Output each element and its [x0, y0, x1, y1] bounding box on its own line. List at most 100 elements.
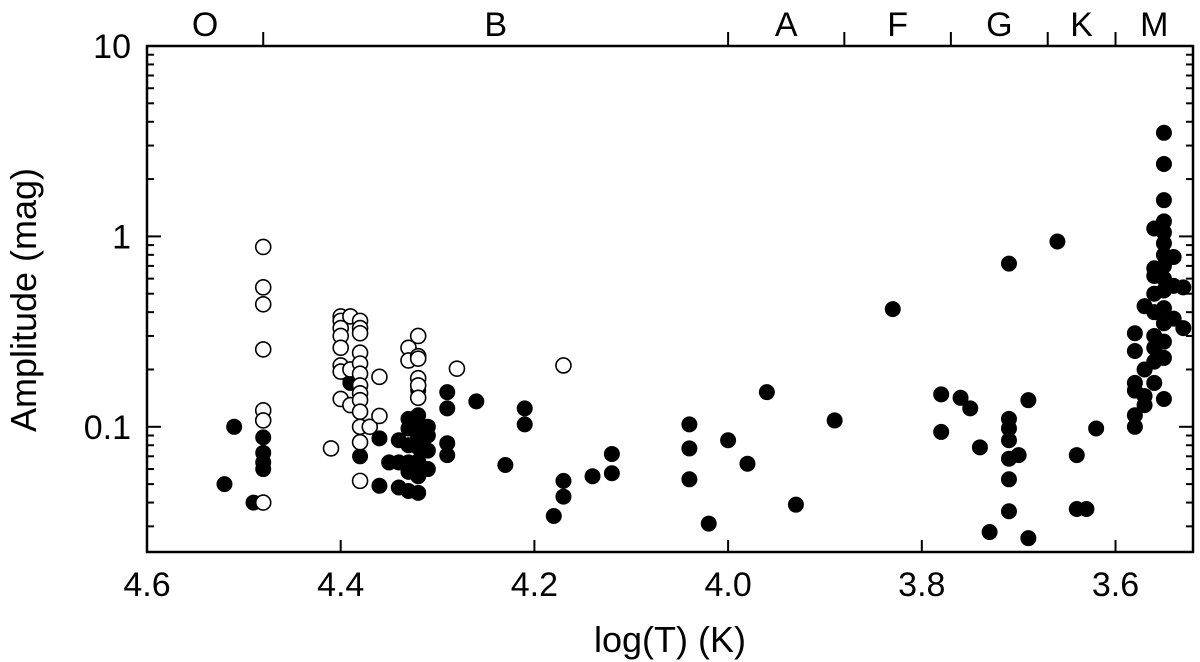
filled-data-point: [1175, 279, 1192, 296]
filled-data-point: [681, 440, 698, 457]
filled-data-point: [681, 471, 698, 488]
filled-data-point: [216, 476, 233, 493]
y-tick-label: 10: [93, 28, 131, 66]
filled-data-point: [1049, 233, 1066, 250]
filled-data-point: [1155, 333, 1172, 350]
filled-data-point: [255, 429, 272, 446]
open-data-point: [371, 407, 388, 425]
open-data-point: [254, 279, 272, 296]
filled-data-point: [255, 461, 272, 478]
filled-data-point: [516, 400, 533, 417]
x-axis-title: log(T) (K): [594, 619, 746, 660]
filled-data-point: [371, 430, 388, 447]
filled-data-point: [787, 496, 804, 513]
open-data-point: [351, 324, 369, 342]
filled-data-point: [555, 488, 572, 505]
filled-data-point: [700, 515, 717, 532]
spectral-class-label: M: [1140, 6, 1168, 44]
open-data-point: [351, 472, 369, 490]
filled-data-point: [410, 484, 427, 501]
filled-data-point: [497, 457, 514, 474]
filled-data-point: [971, 439, 988, 456]
filled-data-point: [419, 427, 436, 444]
open-data-point: [254, 238, 272, 256]
spectral-class-label: K: [1070, 6, 1093, 44]
spectral-class-label: F: [887, 6, 908, 44]
filled-data-point: [1000, 503, 1017, 520]
open-data-point: [351, 433, 369, 451]
filled-data-point: [1126, 418, 1143, 435]
filled-data-point: [933, 386, 950, 403]
open-data-point: [371, 368, 388, 386]
filled-data-point: [1175, 320, 1192, 337]
filled-data-point: [739, 455, 756, 472]
filled-data-point: [1165, 310, 1182, 327]
open-data-point: [409, 327, 427, 345]
filled-data-point: [1155, 192, 1172, 209]
filled-data-point: [419, 442, 436, 459]
filled-data-point: [603, 465, 620, 482]
filled-data-point: [584, 468, 601, 485]
plot-frame: [145, 44, 1195, 554]
x-tick-label: 4.0: [704, 566, 751, 604]
filled-data-point: [1000, 255, 1017, 272]
filled-data-point: [933, 423, 950, 440]
open-data-point: [361, 418, 379, 436]
filled-data-point: [1000, 471, 1017, 488]
x-tick-label: 4.4: [317, 566, 364, 604]
x-tick-label: 3.6: [1092, 566, 1139, 604]
filled-data-point: [371, 477, 388, 494]
spectral-class-label: O: [192, 6, 218, 44]
data-points: [216, 124, 1192, 547]
filled-data-point: [439, 384, 456, 401]
open-data-point: [448, 360, 466, 377]
open-data-point: [555, 357, 572, 374]
spectral-class-label: A: [775, 6, 798, 44]
open-data-point: [254, 295, 272, 313]
filled-data-point: [1126, 343, 1143, 360]
filled-data-point: [419, 461, 436, 478]
open-data-point: [254, 341, 272, 358]
filled-data-point: [720, 432, 737, 449]
open-data-point: [409, 389, 427, 407]
filled-data-point: [1010, 447, 1027, 464]
filled-data-point: [1020, 530, 1037, 547]
filled-data-point: [962, 400, 979, 417]
filled-data-point: [1155, 390, 1172, 407]
filled-data-point: [826, 412, 843, 429]
open-data-point: [332, 339, 350, 357]
x-tick-label: 3.8: [898, 566, 945, 604]
filled-data-point: [439, 447, 456, 464]
y-axis: 10 1 0.1: [84, 28, 1193, 528]
filled-data-point: [1155, 124, 1172, 141]
filled-data-point: [545, 508, 562, 525]
x-axis: 4.6 4.4 4.2 4.0 3.8 3.6: [123, 540, 1139, 604]
spectral-class-label: B: [484, 6, 507, 44]
x-tick-label: 4.6: [123, 566, 170, 604]
filled-data-point: [1068, 447, 1085, 464]
y-tick-label: 1: [112, 218, 131, 256]
open-data-point: [409, 350, 427, 367]
open-data-point: [254, 412, 272, 429]
filled-data-point: [884, 301, 901, 318]
open-data-point: [351, 403, 369, 421]
filled-data-point: [226, 418, 243, 435]
filled-data-point: [603, 445, 620, 462]
filled-data-point: [1078, 501, 1095, 518]
filled-data-point: [1088, 420, 1105, 437]
filled-data-point: [468, 393, 485, 410]
filled-data-point: [1146, 374, 1163, 391]
filled-data-point: [555, 472, 572, 489]
y-tick-label: 0.1: [84, 409, 131, 447]
filled-data-point: [758, 384, 775, 401]
y-axis-title: Amplitude (mag): [3, 168, 44, 432]
filled-data-point: [1126, 325, 1143, 342]
filled-data-point: [1136, 397, 1153, 414]
spectral-class-label: G: [986, 6, 1012, 44]
filled-data-point: [439, 400, 456, 417]
filled-data-point: [516, 416, 533, 433]
filled-data-point: [981, 524, 998, 541]
filled-data-point: [1000, 432, 1017, 449]
